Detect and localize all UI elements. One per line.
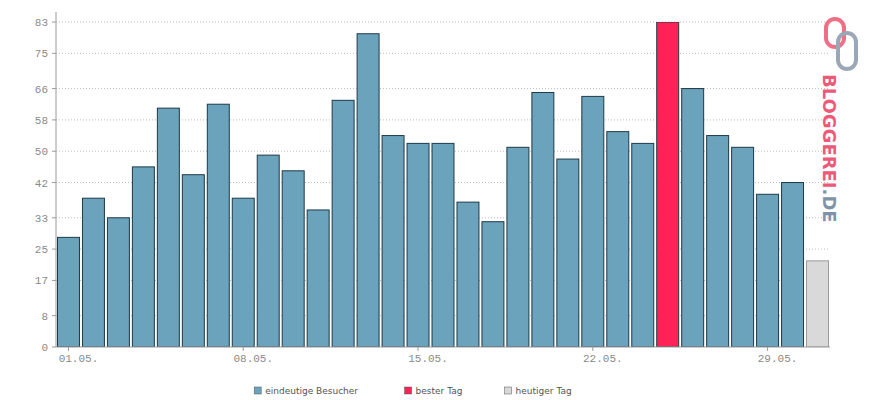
bar <box>507 147 529 347</box>
y-tick-label: 42 <box>35 178 48 190</box>
bar <box>257 155 279 347</box>
tick-mark <box>52 315 56 316</box>
x-tick-mark <box>68 347 69 351</box>
y-tick-label: 33 <box>35 213 48 225</box>
legend: eindeutige Besucher bester Tag heutiger Ta… <box>254 386 571 396</box>
tick-mark <box>52 22 56 23</box>
bar <box>207 104 229 347</box>
tick-mark <box>52 249 56 250</box>
y-tick-label: 58 <box>35 115 48 127</box>
bar <box>607 132 629 347</box>
chart: 0 8 17 25 33 42 50 58 66 75 83 01.05. 08.05. 15.05. 22… <box>0 0 870 400</box>
x-axis <box>56 347 830 348</box>
y-tick-label: 75 <box>35 48 48 60</box>
tick-mark <box>52 217 56 218</box>
tick-mark <box>52 347 56 348</box>
bar <box>757 194 779 347</box>
x-tick-label: 15.05. <box>408 353 448 365</box>
bar <box>232 198 254 347</box>
bar <box>58 237 80 347</box>
legend-label: bester Tag <box>416 386 463 396</box>
x-tick-mark <box>767 347 768 351</box>
bar <box>132 167 154 347</box>
bar <box>282 171 304 347</box>
x-tick-mark <box>592 347 593 351</box>
watermark: BLOGGEREI.DE <box>819 74 840 223</box>
tick-mark <box>52 88 56 89</box>
tick-mark <box>52 53 56 54</box>
bar <box>632 143 654 347</box>
bar <box>482 222 504 347</box>
x-tick-label: 01.05. <box>59 353 99 365</box>
x-tick-mark <box>243 347 244 351</box>
bar <box>182 175 204 347</box>
y-tick-label: 17 <box>35 275 48 287</box>
bar <box>732 147 754 347</box>
y-tick-label: 66 <box>35 84 48 96</box>
y-tick-label: 83 <box>35 17 48 29</box>
watermark-part: .DE <box>819 189 840 223</box>
bar <box>382 136 404 347</box>
legend-label: heutiger Tag <box>516 386 572 396</box>
y-tick-label: 8 <box>41 311 48 323</box>
watermark-part: BLOGGEREI <box>819 74 840 189</box>
grid-line <box>56 22 830 23</box>
grid-line <box>56 88 830 89</box>
bar <box>157 108 179 347</box>
legend-swatch <box>405 387 412 394</box>
bar <box>557 159 579 347</box>
legend-label: eindeutige Besucher <box>265 386 358 396</box>
y-tick-label: 50 <box>35 146 48 158</box>
legend-swatch <box>505 387 512 394</box>
y-axis <box>56 12 57 347</box>
bars <box>58 22 829 347</box>
tick-mark <box>52 151 56 152</box>
bar <box>532 92 554 347</box>
x-tick-label: 29.05. <box>758 353 798 365</box>
grid-line <box>56 53 830 54</box>
bar <box>432 143 454 347</box>
bar <box>682 89 704 347</box>
x-tick-label: 22.05. <box>583 353 623 365</box>
bar <box>807 261 829 347</box>
y-tick-label: 25 <box>35 244 48 256</box>
bar <box>707 136 729 347</box>
tick-mark <box>52 182 56 183</box>
bar <box>307 210 329 347</box>
bar <box>332 100 354 347</box>
x-tick-label: 08.05. <box>233 353 273 365</box>
tick-mark <box>52 280 56 281</box>
y-tick-label: 0 <box>41 342 48 354</box>
bar <box>782 183 804 347</box>
bar <box>407 143 429 347</box>
bar <box>457 202 479 347</box>
bar <box>357 34 379 347</box>
legend-swatch <box>254 387 261 394</box>
bar <box>82 198 104 347</box>
bar <box>107 218 129 347</box>
tick-mark <box>52 119 56 120</box>
bar <box>657 22 679 347</box>
x-tick-mark <box>418 347 419 351</box>
logo-icon <box>826 19 856 69</box>
bar <box>582 96 604 347</box>
